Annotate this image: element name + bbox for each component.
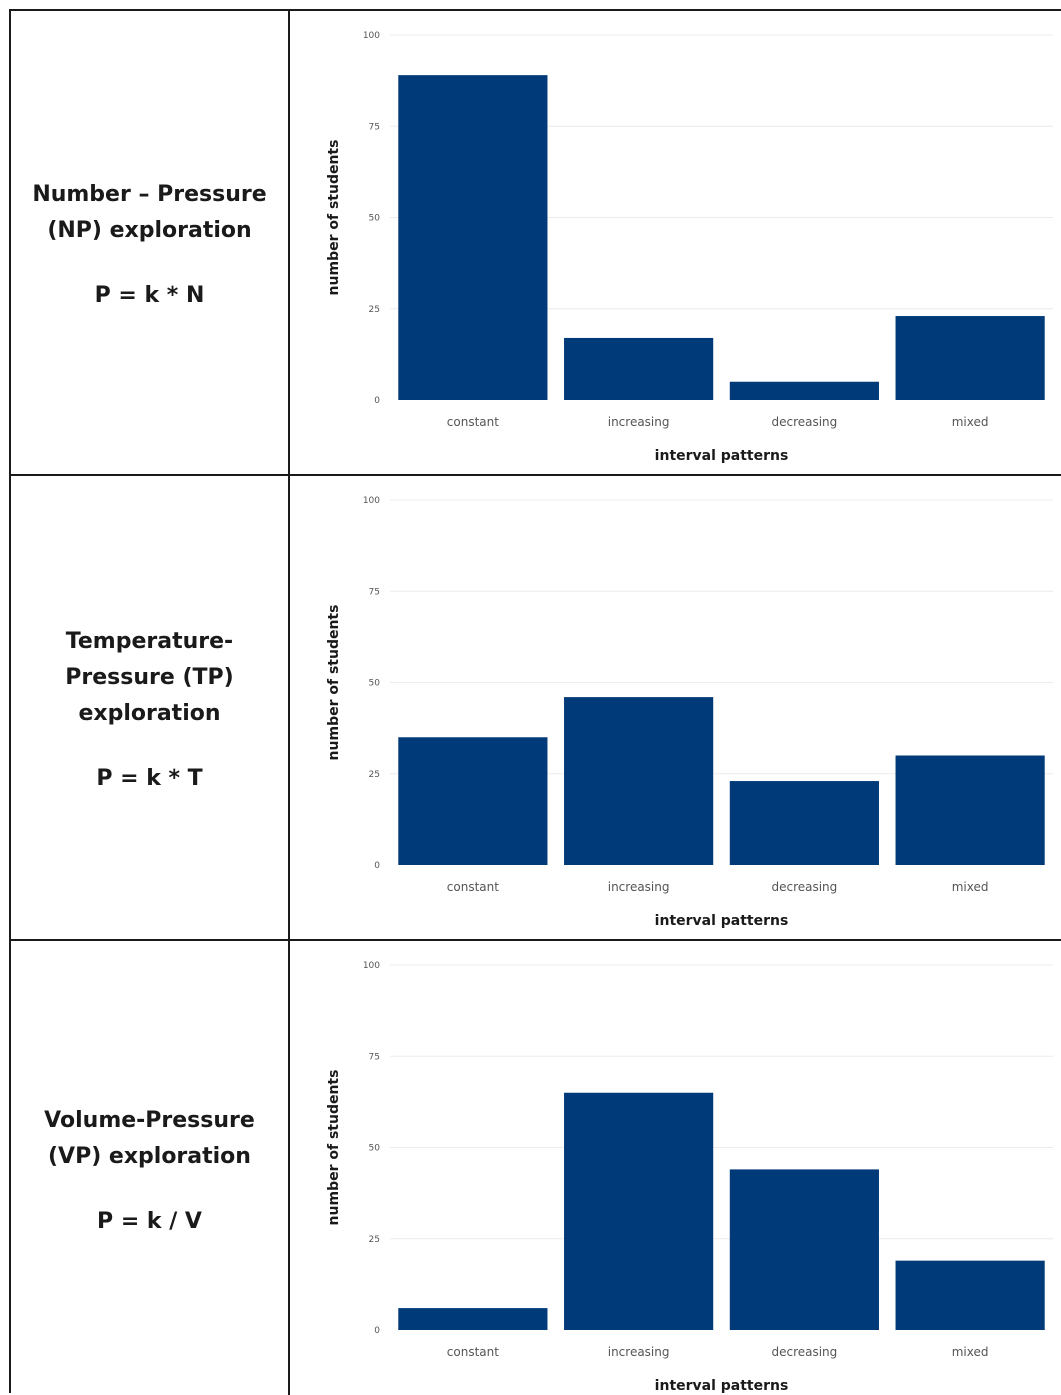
x-tick-label: increasing — [608, 1345, 670, 1359]
bar-increasing — [564, 337, 714, 400]
chart-cell: 0 25 50 75 100 constant increasing decreasing mi… — [290, 941, 1061, 1395]
y-tick-label: 0 — [374, 861, 380, 871]
bar-decreasing — [729, 1169, 879, 1330]
x-tick-label: mixed — [952, 1345, 989, 1359]
row-title: Number – Pressure (NP) exploration — [32, 182, 267, 243]
row-label-cell: Volume-Pressure (VP) exploration P = k /… — [11, 941, 290, 1395]
y-tick-label: 75 — [369, 1052, 380, 1062]
x-tick-label: increasing — [608, 880, 670, 894]
y-tick-label: 25 — [369, 305, 380, 315]
bar-constant — [398, 75, 548, 401]
y-tick-label: 75 — [369, 587, 380, 597]
bar-constant — [398, 1308, 548, 1330]
y-tick-label: 25 — [369, 770, 380, 780]
x-tick-label: constant — [447, 1345, 499, 1359]
y-tick-label: 0 — [374, 1326, 380, 1336]
y-tick-label: 100 — [363, 496, 380, 506]
y-axis-title: number of students — [326, 605, 342, 761]
bar-increasing — [564, 1092, 714, 1330]
row-title: Volume-Pressure (VP) exploration — [44, 1107, 255, 1169]
bar-mixed — [895, 755, 1045, 865]
y-axis-title: number of students — [326, 1070, 342, 1226]
y-axis-title: number of students — [326, 140, 342, 296]
bar-chart-tp: 0 25 50 75 100 constant increasing decreasing mi… — [326, 496, 1053, 929]
table-row-vp: Volume-Pressure (VP) exploration P = k /… — [11, 941, 1061, 1395]
chart-cell: 0 25 50 75 100 constant increasing decreasing mi… — [290, 11, 1061, 474]
bar-chart-vp: 0 25 50 75 100 constant increasing decreasing mi… — [326, 961, 1053, 1394]
x-tick-label: constant — [447, 880, 499, 894]
chart-cell: 0 25 50 75 100 constant increasing decreasing mi… — [290, 476, 1061, 939]
row-label-cell: Temperature- Pressure (TP) exploration P… — [11, 476, 290, 939]
table-row-tp: Temperature- Pressure (TP) exploration P… — [11, 476, 1061, 941]
x-tick-label: decreasing — [771, 880, 837, 894]
bar-constant — [398, 737, 548, 865]
bar-chart-np: 0 25 50 75 100 constant increasing decreasing mi… — [326, 31, 1053, 464]
y-tick-label: 100 — [363, 961, 380, 971]
row-label-cell: Number – Pressure (NP) exploration P = k… — [11, 11, 290, 474]
bar-mixed — [895, 1260, 1045, 1330]
bar-increasing — [564, 697, 714, 865]
x-tick-label: decreasing — [771, 415, 837, 429]
y-tick-label: 0 — [374, 396, 380, 406]
x-tick-label: mixed — [952, 415, 989, 429]
bar-decreasing — [729, 381, 879, 400]
y-tick-label: 100 — [363, 31, 380, 41]
table-row-np: Number – Pressure (NP) exploration P = k… — [11, 11, 1061, 476]
y-tick-label: 50 — [369, 679, 381, 689]
x-tick-label: decreasing — [771, 1345, 837, 1359]
x-tick-label: constant — [447, 415, 499, 429]
x-axis-title: interval patterns — [655, 448, 789, 464]
y-tick-label: 50 — [369, 214, 381, 224]
row-formula: P = k / V — [97, 1208, 202, 1234]
x-tick-label: increasing — [608, 415, 670, 429]
y-tick-label: 75 — [369, 122, 380, 132]
row-formula: P = k * N — [94, 283, 205, 308]
comparison-table: Number – Pressure (NP) exploration P = k… — [9, 9, 1061, 1395]
row-formula: P = k * T — [96, 766, 203, 791]
x-axis-title: interval patterns — [655, 1378, 789, 1394]
row-title: Temperature- Pressure (TP) exploration — [65, 629, 234, 726]
y-tick-label: 25 — [369, 1235, 380, 1245]
x-axis-title: interval patterns — [655, 913, 789, 929]
x-tick-label: mixed — [952, 880, 989, 894]
bar-mixed — [895, 316, 1045, 400]
y-tick-label: 50 — [369, 1144, 381, 1154]
bar-decreasing — [729, 781, 879, 865]
